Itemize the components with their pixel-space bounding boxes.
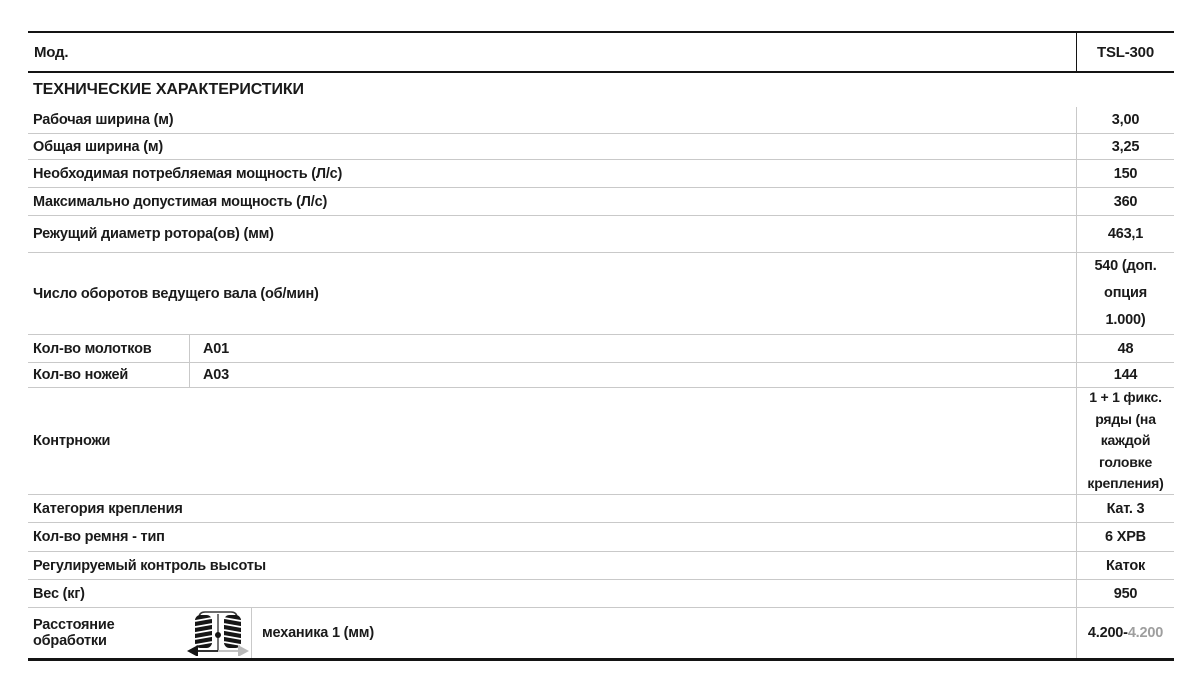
row-rotor-diameter: Режущий диаметр ротора(ов) (мм) 463,1 — [28, 216, 1174, 253]
row-linkage-category: Категория крепления Кат. 3 — [28, 495, 1174, 523]
section-title: ТЕХНИЧЕСКИЕ ХАРАКТЕРИСТИКИ — [33, 81, 304, 98]
row-label: Рабочая ширина (м) — [33, 112, 174, 128]
row-label: Число оборотов ведущего вала (об/мин) — [33, 285, 319, 302]
row-counter-knives: Контрножи 1 + 1 фикс. ряды (на каждой го… — [28, 388, 1174, 495]
row-weight: Вес (кг) 950 — [28, 580, 1174, 608]
row-value: 3,25 — [1076, 134, 1174, 159]
row-required-power: Необходимая потребляемая мощность (Л/с) … — [28, 160, 1174, 188]
model-label: Мод. — [34, 43, 69, 61]
row-label: Расстояние обработки — [33, 617, 115, 649]
row-hammers-count: Кол-во молотков A01 48 — [28, 335, 1174, 363]
row-label: Кол-во молотков — [28, 335, 190, 362]
row-overall-width: Общая ширина (м) 3,25 — [28, 134, 1174, 160]
row-value: 1 + 1 фикс. ряды (на каждой головке креп… — [1076, 388, 1174, 494]
row-label: Регулируемый контроль высоты — [33, 557, 266, 574]
row-value: Кат. 3 — [1076, 495, 1174, 522]
row-belts-type: Кол-во ремня - тип 6 XPB — [28, 523, 1174, 552]
value-secondary: 4.200 — [1127, 625, 1164, 641]
value-primary: 4.200- — [1087, 625, 1128, 641]
row-value: 540 (доп. опция 1.000) — [1076, 253, 1174, 334]
row-label: Кол-во ремня - тип — [33, 529, 165, 545]
row-working-distance: Расстояние обработки — [28, 608, 1174, 658]
row-value: Каток — [1076, 552, 1174, 579]
row-height-control: Регулируемый контроль высоты Каток — [28, 552, 1174, 580]
row-value: 950 — [1076, 580, 1174, 607]
row-working-width: Рабочая ширина (м) 3,00 — [28, 107, 1174, 134]
row-value: 6 XPB — [1076, 523, 1174, 551]
row-code: A03 — [203, 367, 229, 383]
row-value: 144 — [1076, 363, 1174, 387]
row-label: Кол-во ножей — [28, 363, 190, 387]
tractor-track-width-icon — [186, 610, 250, 656]
row-value: 463,1 — [1076, 216, 1174, 252]
row-pto-speed: Число оборотов ведущего вала (об/мин) 54… — [28, 253, 1174, 335]
row-label: Режущий диаметр ротора(ов) (мм) — [33, 226, 274, 242]
row-label: Вес (кг) — [33, 585, 85, 602]
spec-table: Мод. TSL-300 ТЕХНИЧЕСКИЕ ХАРАКТЕРИСТИКИ … — [28, 31, 1174, 661]
row-max-power: Максимально допустимая мощность (Л/с) 36… — [28, 188, 1174, 216]
row-value: 3,00 — [1076, 107, 1174, 133]
row-value: 150 — [1076, 160, 1174, 187]
row-code: A01 — [203, 340, 229, 357]
row-label: Категория крепления — [33, 500, 183, 517]
row-label: Необходимая потребляемая мощность (Л/с) — [33, 165, 343, 182]
row-label: Контрножи — [33, 433, 111, 449]
model-value: TSL-300 — [1076, 33, 1174, 71]
header-row: Мод. TSL-300 — [28, 31, 1174, 73]
row-label-cell: Расстояние обработки — [28, 608, 252, 658]
row-value: 360 — [1076, 188, 1174, 215]
row-label: Максимально допустимая мощность (Л/с) — [33, 193, 328, 210]
row-knives-count: Кол-во ножей A03 144 — [28, 363, 1174, 388]
row-sub-label: механика 1 (мм) — [262, 625, 374, 641]
row-label: Общая ширина (м) — [33, 138, 164, 155]
row-value: 48 — [1076, 335, 1174, 362]
row-value: 4.200- 4.200 — [1076, 608, 1174, 658]
